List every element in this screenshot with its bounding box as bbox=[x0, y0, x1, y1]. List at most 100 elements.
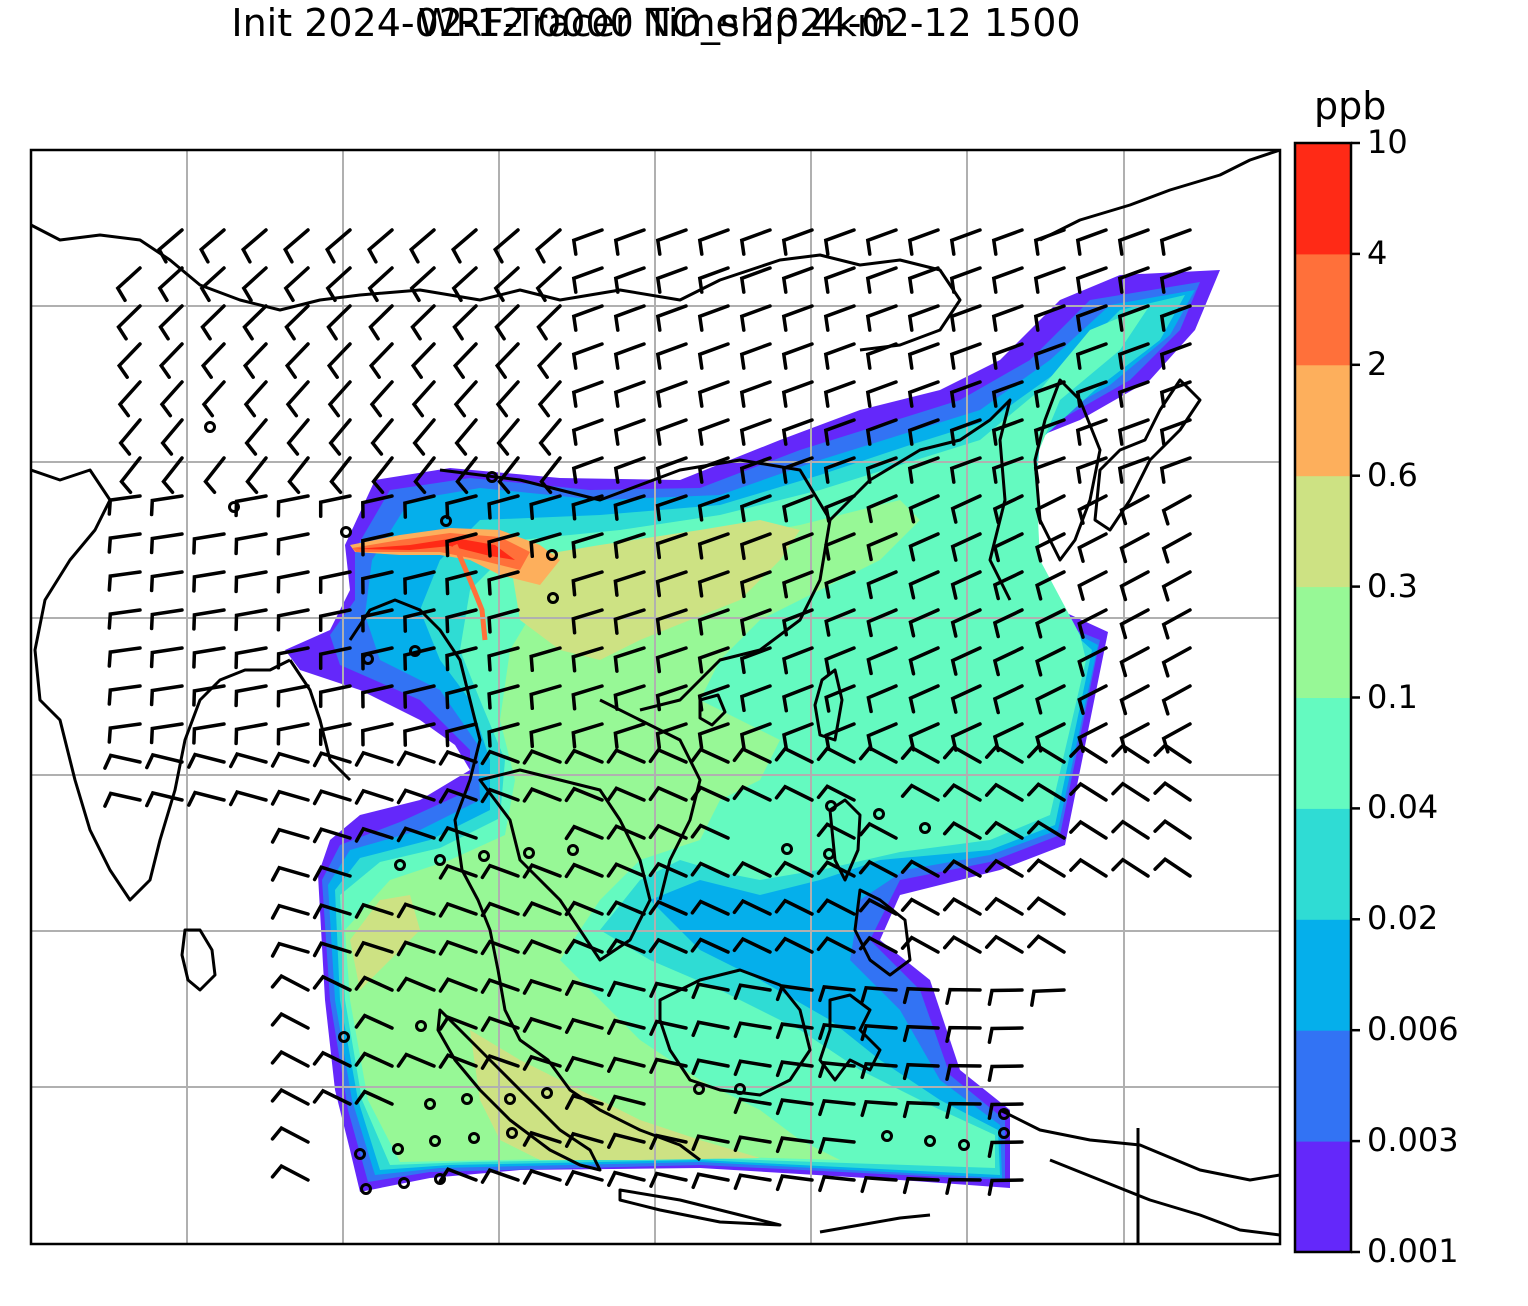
wind-barb bbox=[354, 1089, 394, 1106]
wind-barb bbox=[361, 532, 394, 557]
wind-barb bbox=[283, 266, 310, 303]
wind-barb bbox=[199, 266, 226, 303]
wind-barb bbox=[1161, 646, 1192, 678]
wind-barb bbox=[1069, 781, 1108, 802]
wind-barb bbox=[119, 456, 142, 495]
wind-barb bbox=[613, 722, 646, 749]
colorbar-tick-label: 0.3 bbox=[1367, 566, 1418, 605]
wind-barb bbox=[445, 570, 478, 596]
wind-barb bbox=[480, 1167, 520, 1184]
wind-barb bbox=[487, 608, 520, 634]
wind-barb bbox=[908, 570, 940, 600]
wind-barb bbox=[564, 1055, 604, 1072]
wind-barb bbox=[1161, 684, 1192, 716]
calm-wind-circle bbox=[541, 1087, 553, 1099]
wind-barb bbox=[606, 938, 646, 954]
wind-barb bbox=[1161, 532, 1192, 564]
wind-barb bbox=[1033, 304, 1066, 332]
calm-wind-circle bbox=[958, 1139, 970, 1151]
wind-barb bbox=[192, 646, 226, 669]
wind-barb bbox=[1153, 819, 1192, 840]
wind-barb bbox=[866, 570, 898, 600]
wind-barb bbox=[823, 304, 856, 332]
wind-barb bbox=[276, 684, 310, 708]
wind-barb bbox=[987, 1140, 1024, 1158]
wind-barb bbox=[816, 936, 856, 954]
wind-barb bbox=[270, 1087, 310, 1106]
calm-wind-circle bbox=[434, 854, 446, 866]
wind-barb bbox=[564, 748, 604, 765]
wind-barb bbox=[198, 228, 226, 264]
wind-barb bbox=[900, 935, 940, 954]
wind-barb bbox=[438, 939, 478, 956]
wind-barb bbox=[649, 981, 688, 998]
wind-barb bbox=[318, 570, 352, 594]
wind-barb bbox=[564, 862, 604, 879]
wind-barb bbox=[312, 1050, 352, 1068]
wind-barb bbox=[907, 304, 940, 332]
wind-barb bbox=[984, 820, 1024, 840]
wind-barb bbox=[865, 342, 898, 370]
wind-barb bbox=[403, 684, 436, 709]
wind-barb bbox=[823, 342, 856, 370]
wind-barb bbox=[775, 1136, 814, 1154]
wind-barb bbox=[690, 747, 730, 764]
wind-barb bbox=[480, 1053, 520, 1070]
wind-barb bbox=[445, 646, 478, 672]
wind-barb bbox=[1033, 266, 1066, 294]
wind-barb bbox=[823, 456, 856, 484]
calm-wind-circle bbox=[546, 549, 558, 561]
wind-barb bbox=[697, 228, 730, 256]
wind-barb bbox=[613, 380, 646, 408]
wind-barb bbox=[1069, 819, 1108, 840]
wind-barb bbox=[991, 418, 1024, 446]
wind-barb bbox=[1075, 418, 1108, 446]
wind-barb bbox=[276, 722, 310, 746]
wind-barb bbox=[987, 1064, 1024, 1082]
wind-barb bbox=[987, 1178, 1024, 1196]
coastline-india bbox=[31, 468, 291, 902]
coastline-india-east bbox=[288, 659, 352, 782]
wind-barb bbox=[480, 901, 520, 918]
calm-wind-circle bbox=[567, 844, 579, 856]
wind-barb bbox=[149, 494, 184, 517]
wind-barb bbox=[992, 684, 1024, 715]
wind-barb bbox=[950, 608, 982, 638]
calm-wind-circle bbox=[461, 1093, 473, 1105]
wind-barb bbox=[774, 746, 814, 764]
wind-barb bbox=[282, 228, 310, 264]
calm-wind-circle bbox=[228, 501, 240, 513]
wind-barb bbox=[285, 380, 310, 418]
wind-barb bbox=[739, 342, 772, 370]
wind-barb bbox=[781, 418, 814, 446]
calm-wind-circle bbox=[873, 808, 885, 820]
wind-barb bbox=[522, 1168, 562, 1185]
wind-barb bbox=[1111, 781, 1150, 802]
wind-barb bbox=[1117, 228, 1150, 256]
wind-barb bbox=[1117, 304, 1150, 332]
wind-barb bbox=[1027, 896, 1066, 916]
wind-barb bbox=[908, 684, 940, 714]
wind-barb bbox=[607, 1170, 646, 1187]
wind-barb bbox=[950, 646, 982, 676]
wind-barb bbox=[865, 304, 898, 332]
wind-barb bbox=[1111, 857, 1150, 878]
wind-barbs bbox=[103, 228, 1192, 1196]
wind-barb bbox=[733, 1097, 772, 1115]
wind-barb bbox=[571, 494, 604, 521]
wind-barb bbox=[371, 456, 394, 495]
wind-barb bbox=[781, 380, 814, 408]
wind-barb bbox=[403, 646, 436, 671]
wind-barb bbox=[107, 646, 142, 668]
wind-barb bbox=[497, 456, 520, 495]
wind-barb bbox=[824, 532, 856, 561]
wind-barb bbox=[818, 1023, 856, 1041]
wind-barb bbox=[816, 898, 856, 916]
wind-barb bbox=[286, 418, 310, 456]
wind-barb bbox=[192, 684, 226, 707]
wind-barb bbox=[732, 898, 772, 916]
wind-barb bbox=[200, 342, 226, 379]
wind-barb bbox=[950, 722, 982, 752]
wind-barb bbox=[1035, 646, 1066, 677]
wind-barb bbox=[907, 380, 940, 408]
